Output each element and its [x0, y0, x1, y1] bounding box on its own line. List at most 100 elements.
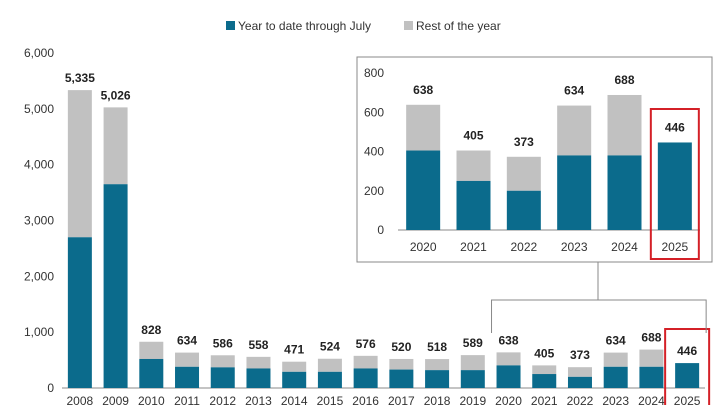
- legend-swatch-rest: [404, 21, 413, 30]
- inset-bar-ytd-2025: [657, 142, 692, 230]
- bar-rest-2013: [246, 356, 271, 369]
- bar-ytd-2019: [460, 370, 485, 388]
- inset-data-label-2021: 405: [463, 129, 483, 143]
- bar-rest-2011: [175, 352, 200, 367]
- bar-ytd-2018: [425, 370, 450, 388]
- data-label-2008: 5,335: [65, 71, 95, 85]
- inset-x-tick-label-2025: 2025: [661, 240, 688, 254]
- bar-ytd-2023: [603, 366, 628, 388]
- bar-rest-2009: [103, 107, 128, 185]
- x-tick-label-2008: 2008: [67, 394, 94, 405]
- bar-ytd-2025: [675, 363, 700, 388]
- inset-bar-rest-2022: [506, 156, 541, 191]
- data-label-2013: 558: [248, 338, 268, 352]
- legend-label-rest: Rest of the year: [416, 19, 501, 33]
- inset-x-tick-label-2021: 2021: [460, 240, 487, 254]
- bar-ytd-2012: [210, 367, 235, 388]
- y-tick-label: 4,000: [24, 158, 54, 172]
- bar-rest-2019: [460, 355, 485, 371]
- connector-bracket: [491, 299, 707, 333]
- y-tick-label: 1,000: [24, 325, 54, 339]
- inset-chart: 0 200 400 600 800 638 2020 405 2021 373 2022 634 202…: [356, 56, 713, 263]
- data-label-2024: 688: [641, 331, 661, 345]
- inset-bar-rest-2021: [456, 150, 491, 181]
- bar-ytd-2013: [246, 368, 271, 388]
- x-tick-label-2019: 2019: [459, 394, 486, 405]
- bar-ytd-2010: [139, 358, 164, 388]
- y-tick-label: 6,000: [24, 46, 54, 60]
- x-tick-label-2009: 2009: [102, 394, 129, 405]
- x-tick-label-2017: 2017: [388, 394, 415, 405]
- data-label-2025: 446: [677, 344, 697, 358]
- x-tick-label-2010: 2010: [138, 394, 165, 405]
- inset-x-tick-label-2024: 2024: [611, 240, 638, 254]
- data-label-2023: 634: [606, 334, 626, 348]
- x-tick-label-2012: 2012: [209, 394, 236, 405]
- y-tick-label: 2,000: [24, 269, 54, 283]
- highlight-box-main: [664, 328, 711, 405]
- x-tick-label-2018: 2018: [424, 394, 451, 405]
- inset-x-tick-label-2022: 2022: [510, 240, 537, 254]
- x-tick-label-2021: 2021: [531, 394, 558, 405]
- inset-y-tick-label: 0: [377, 223, 384, 237]
- bar-rest-2015: [317, 358, 342, 372]
- x-tick-label-2013: 2013: [245, 394, 272, 405]
- x-tick-label-2016: 2016: [352, 394, 379, 405]
- inset-bar-ytd-2020: [406, 150, 441, 230]
- bar-ytd-2015: [317, 371, 342, 388]
- data-label-2010: 828: [141, 323, 161, 337]
- bar-ytd-2016: [353, 368, 378, 388]
- inset-y-tick-label: 200: [364, 184, 384, 198]
- bar-rest-2020: [496, 352, 521, 366]
- bar-rest-2017: [389, 358, 414, 370]
- data-label-2019: 589: [463, 336, 483, 350]
- y-tick-label: 3,000: [24, 214, 54, 228]
- data-label-2016: 576: [356, 337, 376, 351]
- inset-data-label-2023: 634: [564, 84, 584, 98]
- inset-data-label-2024: 688: [614, 73, 634, 87]
- inset-bar-ytd-2022: [506, 190, 541, 230]
- x-tick-label-2014: 2014: [281, 394, 308, 405]
- x-tick-label-2011: 2011: [174, 394, 200, 405]
- bar-rest-2010: [139, 341, 164, 359]
- inset-y-tick-label: 400: [364, 145, 384, 159]
- inset-bar-rest-2023: [557, 105, 592, 156]
- bar-ytd-2009: [103, 184, 128, 388]
- bar-rest-2012: [210, 355, 235, 368]
- x-tick-label-2023: 2023: [602, 394, 629, 405]
- inset-y-tick-label: 600: [364, 105, 384, 119]
- legend-label-ytd: Year to date through July: [238, 19, 371, 33]
- bar-rest-2016: [353, 355, 378, 369]
- inset-data-label-2020: 638: [413, 83, 433, 97]
- bar-ytd-2024: [639, 366, 664, 388]
- data-label-2011: 634: [177, 334, 197, 348]
- bar-rest-2008: [67, 90, 92, 238]
- bar-ytd-2017: [389, 369, 414, 388]
- bar-rest-2024: [639, 349, 664, 367]
- highlight-box-inset: [649, 108, 700, 260]
- bar-ytd-2020: [496, 365, 521, 388]
- legend: Year to date through July Rest of the ye…: [226, 19, 501, 33]
- x-tick-label-2020: 2020: [495, 394, 522, 405]
- data-label-2015: 524: [320, 340, 340, 354]
- inset-y-tick-label: 800: [364, 66, 384, 80]
- main-plot: 01,0002,0003,0004,0005,0006,0005,3352008…: [24, 46, 711, 405]
- y-tick-label: 0: [47, 381, 54, 395]
- bar-rest-2014: [282, 361, 307, 372]
- bar-ytd-2014: [282, 371, 307, 388]
- data-label-2012: 586: [213, 336, 233, 350]
- x-tick-label-2015: 2015: [317, 394, 344, 405]
- bar-rest-2021: [532, 365, 557, 375]
- bar-ytd-2022: [567, 376, 592, 388]
- inset-bar-ytd-2023: [557, 155, 592, 230]
- x-tick-label-2024: 2024: [638, 394, 665, 405]
- bar-rest-2023: [603, 352, 628, 367]
- bar-rest-2022: [567, 367, 592, 377]
- data-label-2018: 518: [427, 340, 447, 354]
- inset-x-tick-label-2023: 2023: [561, 240, 588, 254]
- x-tick-label-2025: 2025: [674, 394, 701, 405]
- data-label-2014: 471: [284, 343, 304, 357]
- data-label-2009: 5,026: [101, 88, 131, 102]
- inset-data-label-2022: 373: [514, 135, 534, 149]
